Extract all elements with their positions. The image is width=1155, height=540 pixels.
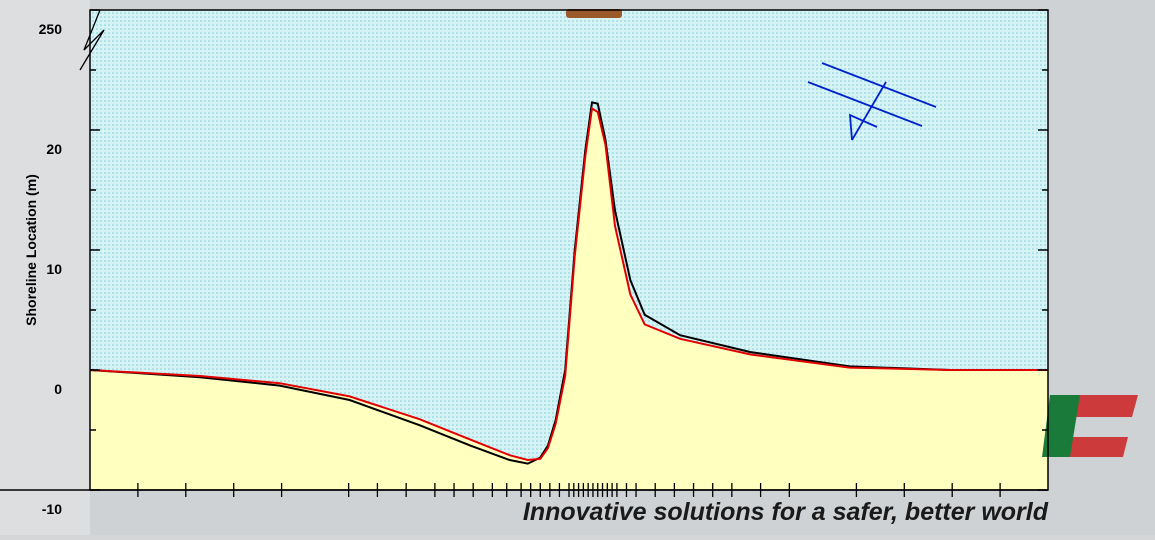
y-tick-label: 20 [46,141,62,157]
wave-symbol [807,62,937,141]
y-tick-label: 250 [39,21,63,37]
axis-break [79,9,105,71]
plot-area [90,10,1048,491]
shoreline [89,106,1048,462]
y-axis-label: Shoreline Location (m) [23,174,39,326]
margin [0,0,90,535]
structure [566,9,622,18]
slogan: Innovative solutions for a safer, better… [523,498,1049,526]
y-tick-label: 10 [46,261,62,277]
y-tick-label: -10 [42,501,62,517]
logo [1042,395,1080,457]
beach-area [90,108,1048,491]
y-tick-label: 0 [54,381,62,397]
